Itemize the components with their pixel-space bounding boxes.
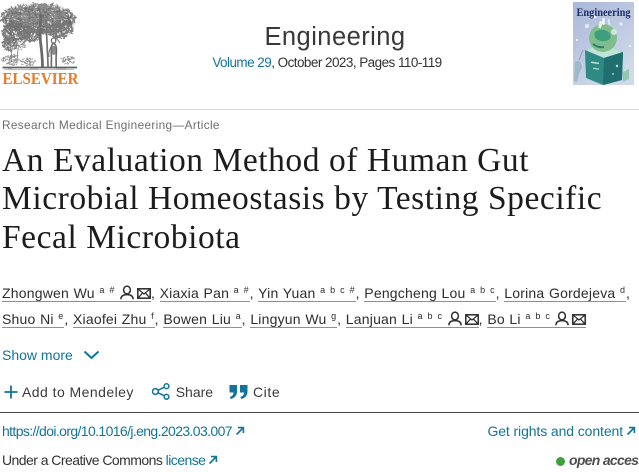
svg-text:Engineering: Engineering bbox=[577, 5, 631, 19]
svg-text:ELSEVIER: ELSEVIER bbox=[3, 70, 80, 88]
